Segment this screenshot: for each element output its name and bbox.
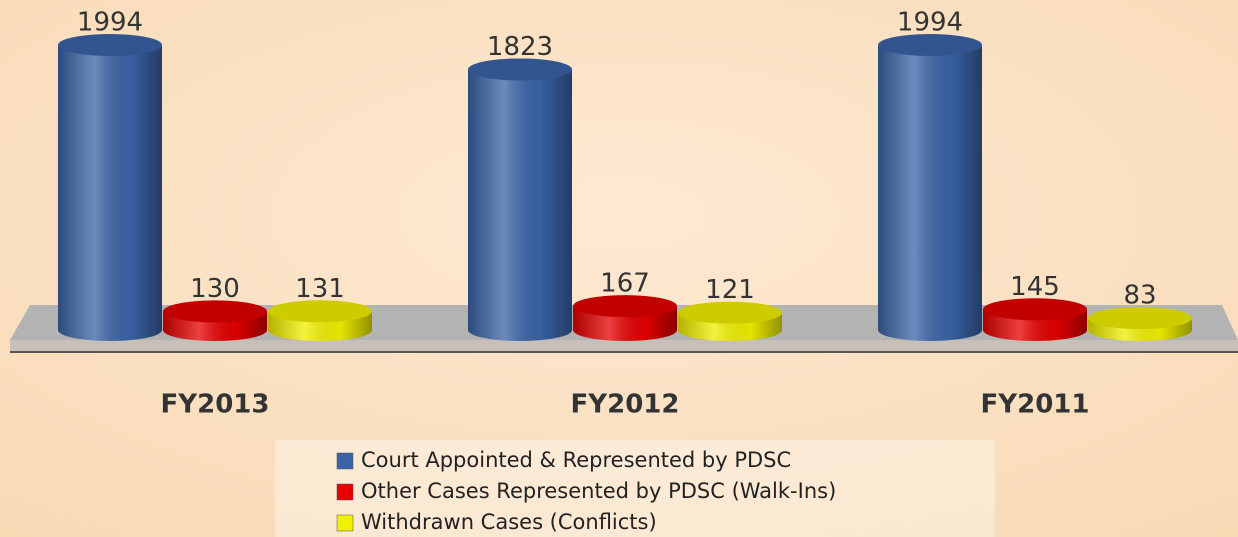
floor-edge xyxy=(10,340,1238,352)
cylinder-shade xyxy=(468,69,572,341)
legend-label: Withdrawn Cases (Conflicts) xyxy=(361,510,657,534)
cylinder-top xyxy=(1088,307,1192,330)
cylinder-top-shade xyxy=(678,301,782,324)
cylinder-top-shade xyxy=(268,300,372,323)
cylinder-top xyxy=(573,295,677,318)
cylinder-top-shade xyxy=(983,298,1087,321)
legend-swatch xyxy=(336,483,354,501)
cylinder-top-shade xyxy=(1088,307,1192,330)
value-label: 167 xyxy=(600,269,650,299)
cylinder-top xyxy=(58,34,162,56)
cylinder-top-shade xyxy=(878,34,982,56)
legend-swatch xyxy=(336,452,354,470)
legend-swatch xyxy=(336,514,354,532)
legend-label: Court Appointed & Represented by PDSC xyxy=(361,448,791,472)
cylinder-top-shade xyxy=(573,295,677,318)
cylinder-top-shade xyxy=(468,58,572,81)
cylinder-top-shade xyxy=(58,34,162,56)
legend-label: Other Cases Represented by PDSC (Walk-In… xyxy=(361,479,836,503)
cylinder-top xyxy=(468,58,572,81)
value-label: 131 xyxy=(295,274,345,304)
value-label: 1994 xyxy=(897,8,963,38)
x-tick-label: FY2011 xyxy=(981,390,1090,420)
cylinder-top xyxy=(163,300,267,323)
value-label: 145 xyxy=(1010,272,1060,302)
cylinder-shade xyxy=(878,45,982,341)
cylinder-shade xyxy=(58,45,162,341)
x-tick-label: FY2013 xyxy=(161,390,270,420)
value-label: 83 xyxy=(1123,281,1156,311)
cylinder-top xyxy=(983,298,1087,321)
value-label: 1823 xyxy=(487,32,553,62)
value-label: 1994 xyxy=(77,8,143,38)
cylinder-top-shade xyxy=(163,300,267,323)
value-label: 130 xyxy=(190,274,240,304)
cylinder-top xyxy=(878,34,982,56)
cylinder-top xyxy=(268,300,372,323)
x-tick-label: FY2012 xyxy=(571,390,680,420)
value-label: 121 xyxy=(705,275,755,305)
legend-box xyxy=(275,440,995,537)
cylinder-top xyxy=(678,301,782,324)
